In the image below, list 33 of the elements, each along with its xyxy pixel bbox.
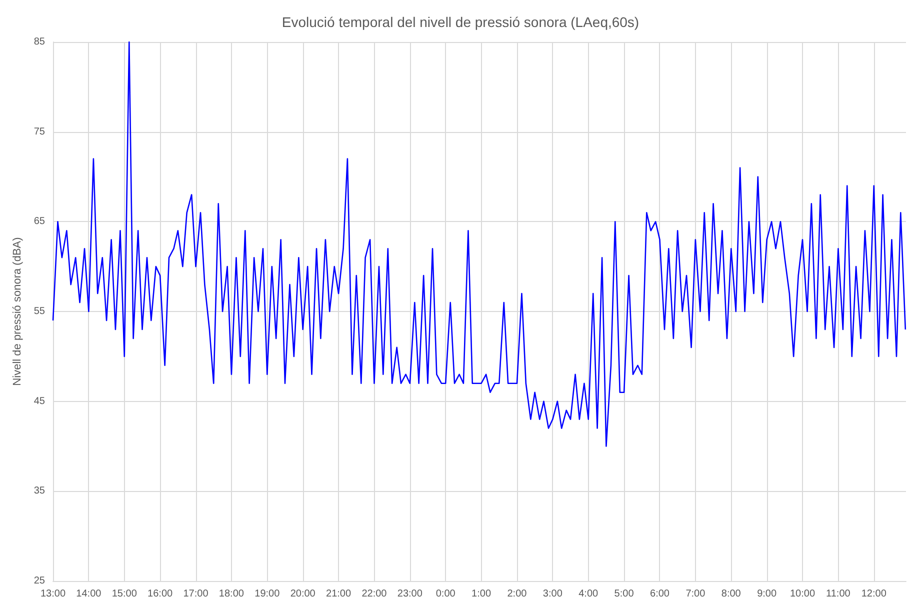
y-tick-label: 35 — [34, 486, 46, 497]
x-tick-label: 21:00 — [326, 588, 352, 600]
x-tick-label: 10:00 — [790, 588, 816, 600]
x-tick-label: 13:00 — [40, 588, 66, 600]
x-tick-label: 11:00 — [826, 588, 851, 600]
x-tick-label: 1:00 — [472, 588, 492, 600]
y-tick-label: 85 — [34, 36, 46, 48]
x-tick-label: 17:00 — [183, 588, 209, 600]
y-tick-label: 65 — [34, 216, 46, 228]
x-tick-label: 18:00 — [218, 588, 244, 600]
chart-title: Evolució temporal del nivell de pressió sonora (LAeq,60s) — [282, 14, 640, 30]
x-tick-label: 2:00 — [507, 588, 528, 600]
x-tick-label: 9:00 — [757, 588, 777, 600]
x-tick-label: 20:00 — [290, 588, 316, 600]
y-tick-label: 55 — [34, 306, 46, 317]
y-tick-label: 75 — [34, 126, 46, 138]
x-tick-label: 7:00 — [686, 588, 706, 600]
x-tick-label: 22:00 — [362, 588, 388, 600]
y-tick-label: 45 — [34, 396, 46, 407]
x-tick-label: 5:00 — [614, 588, 634, 600]
x-tick-label: 8:00 — [721, 588, 742, 600]
y-axis-title: Nivell de pressió sonora (dBA) — [11, 237, 24, 386]
x-tick-label: 23:00 — [397, 588, 423, 600]
x-tick-label: 4:00 — [578, 588, 599, 600]
x-tick-label: 14:00 — [76, 588, 102, 600]
x-tick-label: 0:00 — [436, 588, 456, 600]
x-tick-label: 16:00 — [148, 588, 174, 600]
x-tick-label: 15:00 — [112, 588, 138, 600]
x-tick-label: 19:00 — [254, 588, 280, 600]
x-tick-label: 6:00 — [650, 588, 670, 600]
x-tick-label: 3:00 — [542, 588, 563, 600]
y-tick-label: 25 — [34, 576, 46, 586]
x-tick-label: 12:00 — [861, 588, 887, 600]
